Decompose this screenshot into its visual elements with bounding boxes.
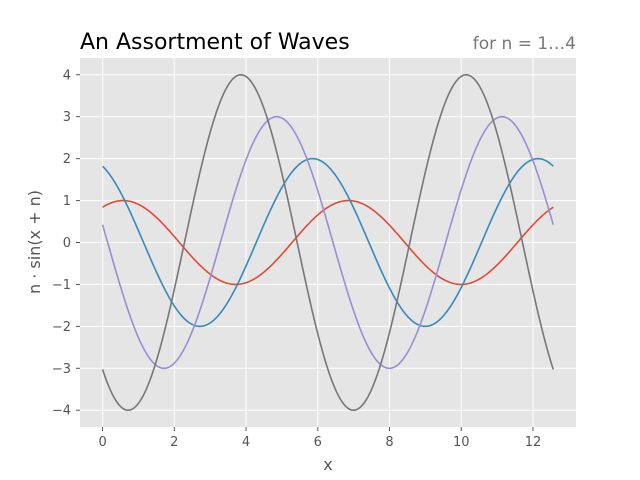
chart-subtitle: for n = 1…4 (473, 34, 576, 54)
x-tick-label: 0 (98, 435, 106, 450)
x-axis-label: x (323, 455, 332, 474)
grid-lines (80, 58, 576, 427)
x-tick-label: 8 (385, 435, 393, 450)
y-tick-label: 3 (63, 110, 71, 125)
x-tick-label: 12 (525, 435, 542, 450)
series-line-2 (102, 157, 554, 328)
y-tick-label: 1 (63, 194, 71, 209)
y-tick-label: −4 (52, 404, 71, 419)
y-tick-label: 2 (63, 152, 71, 167)
y-tick-label: 4 (63, 68, 71, 83)
chart-title: An Assortment of Waves (80, 30, 350, 55)
series-line-4 (101, 73, 555, 412)
series-layer (101, 73, 555, 412)
y-axis-label: n · sin(x + n) (25, 190, 44, 294)
y-tick-label: 0 (63, 236, 71, 251)
y-tick-label: −3 (52, 362, 71, 377)
y-tick-label: −1 (52, 278, 71, 293)
x-tick-label: 2 (170, 435, 178, 450)
series-line-1 (102, 199, 554, 286)
x-tick-label: 4 (242, 435, 250, 450)
y-tick-label: −2 (52, 320, 71, 335)
series-line-3 (101, 115, 555, 370)
x-tick-label: 6 (314, 435, 322, 450)
x-tick-label: 10 (453, 435, 470, 450)
